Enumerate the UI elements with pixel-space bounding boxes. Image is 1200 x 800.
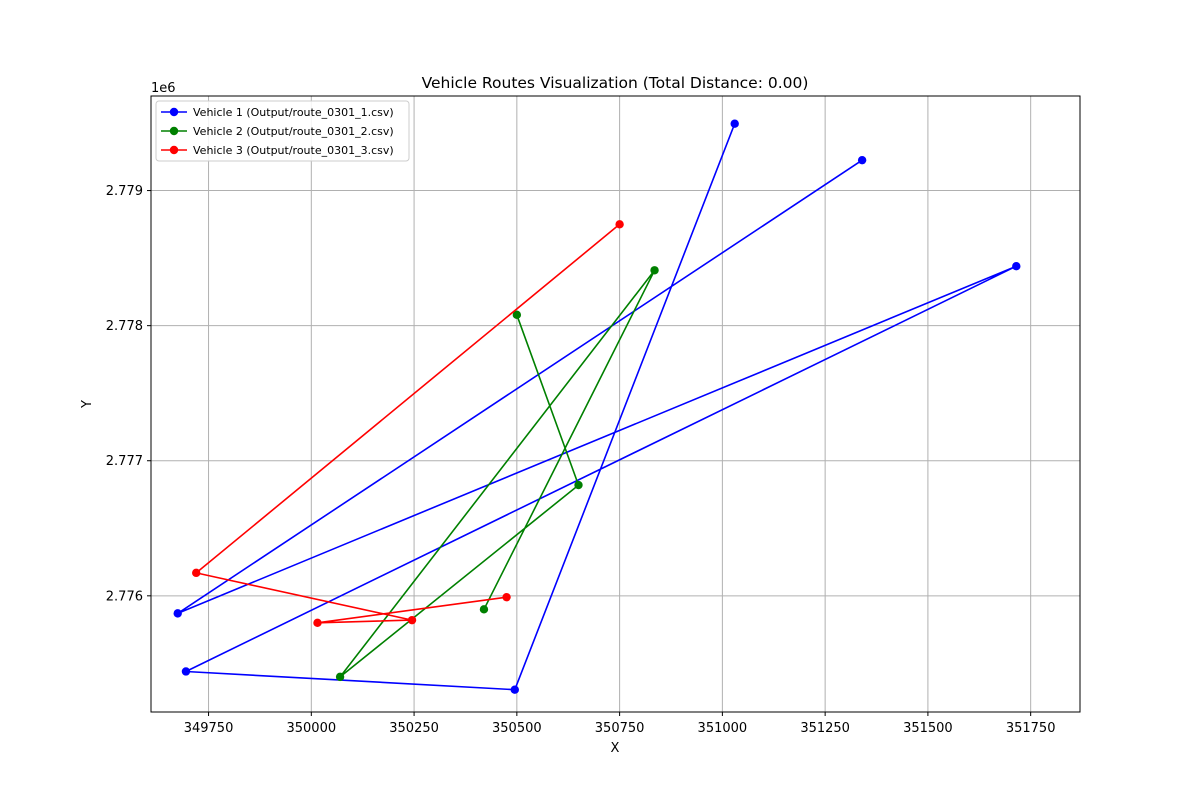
series-2 [335,266,659,682]
chart-title: Vehicle Routes Visualization (Total Dist… [422,74,809,92]
axis-ticks: 349750 350000 350250 350500 350750 351000 3512… [106,184,1056,736]
y-axis-label: Y [80,400,95,409]
series-3 [192,220,624,628]
data-point [512,310,522,320]
legend-label: Vehicle 2 (Output/route_0301_2.csv) [193,125,394,138]
series-line [176,123,1018,691]
plot-frame [150,95,1081,713]
data-point [615,220,624,229]
x-axis-label: X [611,741,620,756]
series-layer [173,119,1021,694]
data-point [335,672,345,682]
legend-marker [169,145,179,155]
legend-label: Vehicle 1 (Output/route_0301_1.csv) [193,106,394,119]
data-point [192,568,201,578]
x-tick-label: 351500 [903,721,953,736]
y-tick-label: 2.777 [106,454,143,469]
legend-item: Vehicle 1 (Output/route_0301_1.csv) [161,106,394,119]
x-tick-label: 350750 [595,721,645,736]
data-point [181,667,191,676]
data-point [502,592,511,602]
data-point [574,480,583,490]
legend-label: Vehicle 3 (Output/route_0301_3.csv) [193,144,394,157]
legend-marker [169,126,179,136]
data-point [407,615,417,625]
data-point [1012,262,1021,271]
data-point [510,685,519,694]
x-tick-label: 349750 [184,721,234,736]
x-tick-label: 350000 [286,721,336,736]
y-tick-label: 2.778 [106,319,143,334]
data-point [479,605,489,614]
data-point [173,609,182,618]
series-1 [173,119,1021,694]
x-tick-label: 351000 [698,721,748,736]
data-point [650,266,659,275]
data-point [730,119,739,128]
x-tick-label: 351750 [1006,721,1056,736]
data-point [313,618,322,628]
legend-item: Vehicle 2 (Output/route_0301_2.csv) [161,125,394,138]
x-tick-label: 351250 [800,721,850,736]
x-tick-label: 350500 [492,721,542,736]
y-tick-label: 2.776 [106,589,143,604]
legend-marker [169,107,179,117]
y-offset-label: 1e6 [151,81,176,96]
legend: Vehicle 1 (Output/route_0301_1.csv) Vehic… [155,100,410,162]
y-tick-label: 2.779 [106,184,143,199]
legend-item: Vehicle 3 (Output/route_0301_3.csv) [161,144,394,157]
data-point [857,155,867,165]
grid-lines [151,96,1080,712]
x-tick-label: 350250 [389,721,439,736]
legend-box [155,100,410,162]
